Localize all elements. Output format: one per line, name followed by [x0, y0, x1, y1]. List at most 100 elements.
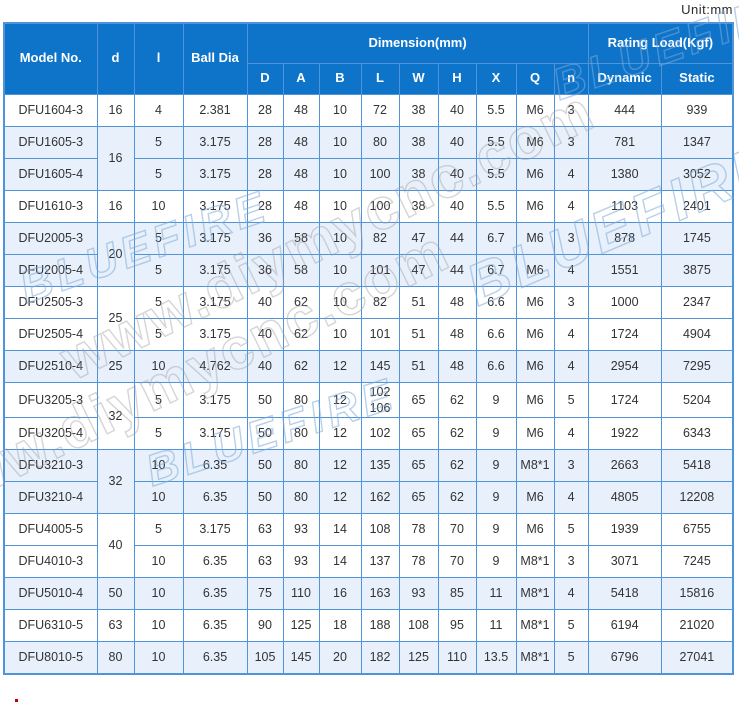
cell-dim-a: 62 [282, 285, 320, 319]
cell-dim-d: 63 [246, 513, 284, 546]
cell-dim-n: 5 [553, 609, 589, 642]
cell-dim-w: 38 [398, 125, 439, 159]
cell-dim-q: M8*1 [515, 609, 555, 642]
cell-dim-w: 47 [398, 253, 439, 287]
cell-ball-dia: 3.175 [182, 157, 248, 191]
cell-dynamic: 6194 [587, 609, 662, 642]
cell-dim-w: 65 [398, 481, 439, 514]
cell-dim-l: 101 [360, 317, 400, 351]
cell-dim-x: 5.5 [475, 189, 517, 223]
cell-dim-n: 3 [553, 221, 589, 255]
cell-dim-n: 4 [553, 189, 589, 223]
cell-dim-n: 3 [553, 125, 589, 159]
cell-dim-h: 40 [437, 157, 477, 191]
cell-dim-d: 50 [246, 449, 284, 482]
cell-dim-a: 48 [282, 157, 320, 191]
cell-dim-d: 36 [246, 221, 284, 255]
header-dim-q: Q [515, 62, 555, 95]
cell-l: 5 [133, 317, 184, 351]
cell-static: 27041 [660, 641, 734, 674]
cell-static: 7295 [660, 349, 734, 383]
header-dim-h: H [437, 62, 477, 95]
cell-dim-x: 9 [475, 381, 517, 418]
cell-dim-w: 65 [398, 449, 439, 482]
cell-dim-w: 38 [398, 93, 439, 127]
cell-dim-x: 6.6 [475, 285, 517, 319]
cell-model: DFU1605-4 [3, 157, 98, 191]
cell-dim-a: 48 [282, 189, 320, 223]
header-model-no: Model No. [3, 22, 98, 95]
cell-dim-d: 50 [246, 481, 284, 514]
cell-dim-a: 93 [282, 545, 320, 578]
cell-dim-a: 62 [282, 317, 320, 351]
cell-static: 21020 [660, 609, 734, 642]
cell-dim-d: 36 [246, 253, 284, 287]
cell-dim-a: 80 [282, 381, 320, 418]
cell-dim-h: 95 [437, 609, 477, 642]
header-dynamic: Dynamic [587, 62, 662, 95]
cell-dim-q: M6 [515, 285, 555, 319]
cell-dim-w: 47 [398, 221, 439, 255]
cell-dim-h: 40 [437, 189, 477, 223]
cell-dim-b: 12 [318, 449, 362, 482]
table-row: DFU1604-3 16 4 2.381 28 48 10 72 38 40 5.5 M6 3 444 93… [3, 93, 734, 127]
header-dim-a: A [282, 62, 320, 95]
cell-ball-dia: 3.175 [182, 417, 248, 450]
cell-dim-n: 4 [553, 481, 589, 514]
cell-static: 4904 [660, 317, 734, 351]
cell-dim-l: 100 [360, 157, 400, 191]
cell-ball-dia: 6.35 [182, 641, 248, 674]
cell-dynamic: 1551 [587, 253, 662, 287]
cell-dim-d: 40 [246, 317, 284, 351]
cell-dim-b: 12 [318, 417, 362, 450]
cell-dim-n: 5 [553, 381, 589, 418]
cell-dim-w: 51 [398, 349, 439, 383]
header-dim-x: X [475, 62, 517, 95]
cell-dim-x: 9 [475, 449, 517, 482]
cell-d: 25 [96, 349, 135, 383]
cell-dim-b: 10 [318, 253, 362, 287]
cell-dim-w: 65 [398, 417, 439, 450]
cell-dim-h: 110 [437, 641, 477, 674]
cell-dim-d: 40 [246, 285, 284, 319]
table-row: DFU6310-5 63 10 6.35 90 125 18 188 108 95 11 M8*1 5 6… [3, 609, 734, 642]
unit-label: Unit:mm [681, 2, 733, 17]
cell-dim-q: M6 [515, 417, 555, 450]
cell-dim-h: 70 [437, 545, 477, 578]
cell-dim-b: 10 [318, 285, 362, 319]
cell-dynamic: 444 [587, 93, 662, 127]
cell-model: DFU4010-3 [3, 545, 98, 578]
cell-ball-dia: 3.175 [182, 285, 248, 319]
table-row: DFU2005-4 5 3.175 36 58 10 101 47 44 6.7 M6 4 1551 38… [3, 253, 734, 287]
cell-dim-n: 4 [553, 577, 589, 610]
table-row: DFU5010-4 50 10 6.35 75 110 16 163 93 85 11 M8*1 4 54… [3, 577, 734, 610]
cell-dim-x: 6.6 [475, 317, 517, 351]
cell-dynamic: 878 [587, 221, 662, 255]
cell-static: 939 [660, 93, 734, 127]
cell-dynamic: 4805 [587, 481, 662, 514]
cell-dynamic: 3071 [587, 545, 662, 578]
cell-l: 5 [133, 381, 184, 418]
cell-dim-w: 51 [398, 317, 439, 351]
cell-dim-b: 10 [318, 125, 362, 159]
cell-dim-q: M6 [515, 481, 555, 514]
cell-dim-n: 5 [553, 513, 589, 546]
header-l: l [133, 22, 184, 95]
cell-dim-b: 12 [318, 481, 362, 514]
cell-dim-w: 78 [398, 545, 439, 578]
cell-static: 3875 [660, 253, 734, 287]
cell-dim-d: 40 [246, 349, 284, 383]
cell-static: 1745 [660, 221, 734, 255]
cell-dim-h: 48 [437, 349, 477, 383]
cell-dim-h: 44 [437, 253, 477, 287]
cell-dim-d: 28 [246, 189, 284, 223]
cell-d: 25 [96, 285, 135, 351]
cell-dim-q: M6 [515, 381, 555, 418]
cell-static: 6343 [660, 417, 734, 450]
cell-static: 2401 [660, 189, 734, 223]
spec-table: Model No. d l Ball Dia Dimension(mm) Rat… [3, 22, 735, 675]
cell-model: DFU4005-5 [3, 513, 98, 546]
cell-dim-x: 11 [475, 577, 517, 610]
cell-dynamic: 6796 [587, 641, 662, 674]
cell-dim-a: 93 [282, 513, 320, 546]
